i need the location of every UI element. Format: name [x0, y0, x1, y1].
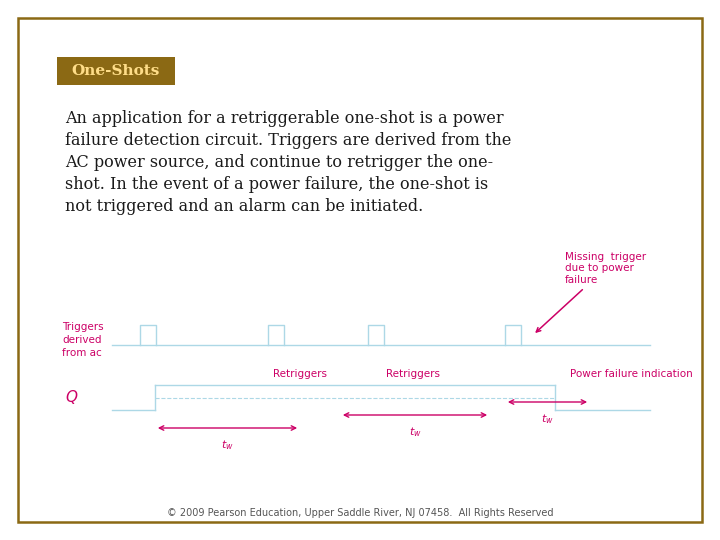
Text: $t_w$: $t_w$ — [409, 425, 421, 439]
Text: Retriggers: Retriggers — [386, 369, 440, 379]
Text: AC power source, and continue to retrigger the one-: AC power source, and continue to retrigg… — [65, 154, 493, 171]
Text: Retriggers: Retriggers — [273, 369, 327, 379]
Text: $Q$: $Q$ — [65, 388, 78, 407]
Text: not triggered and an alarm can be initiated.: not triggered and an alarm can be initia… — [65, 198, 423, 215]
Text: Missing  trigger
due to power
failure: Missing trigger due to power failure — [536, 252, 646, 332]
Text: One-Shots: One-Shots — [72, 64, 160, 78]
Bar — [57, 57, 175, 85]
Text: © 2009 Pearson Education, Upper Saddle River, NJ 07458.  All Rights Reserved: © 2009 Pearson Education, Upper Saddle R… — [167, 508, 553, 518]
Text: Triggers
derived
from ac: Triggers derived from ac — [62, 322, 104, 358]
Text: failure detection circuit. Triggers are derived from the: failure detection circuit. Triggers are … — [65, 132, 511, 149]
Text: $t_w$: $t_w$ — [221, 438, 234, 452]
Text: shot. In the event of a power failure, the one-shot is: shot. In the event of a power failure, t… — [65, 176, 488, 193]
Text: An application for a retriggerable one-shot is a power: An application for a retriggerable one-s… — [65, 110, 503, 127]
Text: $t_w$: $t_w$ — [541, 412, 554, 426]
Text: Power failure indication: Power failure indication — [570, 369, 693, 379]
